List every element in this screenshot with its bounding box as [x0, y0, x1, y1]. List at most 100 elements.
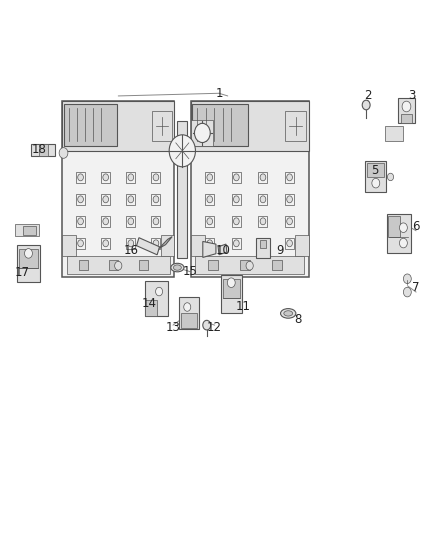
Circle shape	[227, 278, 235, 287]
Bar	[23, 226, 36, 235]
Bar	[272, 260, 282, 270]
Circle shape	[194, 123, 210, 142]
Circle shape	[103, 174, 109, 181]
Circle shape	[388, 173, 394, 181]
Polygon shape	[159, 237, 172, 248]
Circle shape	[233, 218, 239, 225]
Circle shape	[128, 218, 134, 225]
Text: 17: 17	[14, 266, 29, 279]
Polygon shape	[203, 241, 216, 257]
Circle shape	[153, 196, 159, 203]
Bar	[401, 114, 412, 123]
Circle shape	[207, 218, 212, 225]
Circle shape	[128, 174, 134, 181]
Circle shape	[207, 174, 212, 181]
Circle shape	[207, 240, 212, 247]
Bar	[19, 249, 38, 268]
Bar	[15, 224, 39, 236]
Circle shape	[260, 196, 266, 203]
Circle shape	[362, 100, 370, 110]
Circle shape	[128, 240, 134, 247]
Bar	[145, 281, 168, 316]
Circle shape	[372, 179, 380, 188]
Bar	[110, 260, 118, 270]
Circle shape	[403, 287, 411, 297]
Bar	[63, 101, 174, 150]
Circle shape	[402, 101, 411, 112]
Circle shape	[169, 135, 195, 167]
Text: 13: 13	[166, 321, 180, 334]
Text: 10: 10	[216, 244, 231, 257]
Bar	[256, 238, 270, 258]
Bar	[208, 260, 218, 270]
Circle shape	[115, 261, 122, 270]
Text: 2: 2	[364, 90, 372, 102]
Circle shape	[233, 240, 239, 247]
Circle shape	[403, 274, 411, 284]
Bar	[191, 101, 309, 277]
Polygon shape	[218, 244, 227, 255]
Circle shape	[287, 240, 293, 247]
Bar	[367, 163, 384, 177]
Circle shape	[246, 261, 253, 270]
Bar	[240, 260, 250, 270]
Bar	[195, 256, 304, 273]
Circle shape	[287, 218, 293, 225]
Text: 18: 18	[32, 143, 47, 156]
Circle shape	[78, 196, 83, 203]
Text: 6: 6	[412, 220, 420, 233]
Bar	[161, 235, 174, 256]
Bar	[39, 144, 48, 156]
Text: 12: 12	[207, 321, 222, 334]
Bar	[139, 260, 148, 270]
Bar	[295, 235, 309, 256]
Circle shape	[153, 240, 159, 247]
Circle shape	[184, 303, 191, 311]
Circle shape	[78, 218, 83, 225]
Circle shape	[78, 240, 83, 247]
Bar	[221, 275, 242, 313]
Text: 14: 14	[141, 297, 156, 310]
Circle shape	[153, 218, 159, 225]
Circle shape	[103, 218, 109, 225]
Circle shape	[203, 320, 211, 330]
Bar	[285, 111, 307, 141]
Bar	[63, 235, 76, 256]
Bar	[145, 300, 157, 316]
Circle shape	[59, 148, 68, 158]
Bar	[191, 235, 205, 256]
Bar	[64, 104, 117, 146]
Ellipse shape	[284, 311, 293, 316]
Circle shape	[233, 196, 239, 203]
Circle shape	[128, 196, 134, 203]
Text: 5: 5	[371, 164, 378, 177]
Text: 9: 9	[276, 244, 284, 257]
Bar	[192, 104, 248, 146]
Circle shape	[233, 174, 239, 181]
Text: 8: 8	[294, 313, 301, 326]
Circle shape	[153, 174, 159, 181]
Bar	[223, 279, 240, 298]
Bar	[385, 126, 403, 141]
Bar	[152, 111, 172, 141]
Ellipse shape	[280, 309, 296, 318]
Circle shape	[399, 223, 407, 232]
Text: 15: 15	[183, 265, 198, 278]
Bar	[181, 313, 197, 328]
Circle shape	[260, 218, 266, 225]
Ellipse shape	[173, 265, 181, 270]
Circle shape	[260, 240, 266, 247]
Circle shape	[103, 196, 109, 203]
Polygon shape	[137, 238, 159, 255]
Text: 16: 16	[124, 244, 139, 257]
Bar	[67, 256, 170, 273]
Circle shape	[25, 248, 32, 258]
Bar	[365, 161, 386, 192]
Bar	[387, 214, 411, 253]
Circle shape	[260, 174, 266, 181]
Bar	[388, 216, 400, 237]
Bar	[177, 120, 187, 258]
Bar	[191, 119, 213, 146]
Bar	[31, 144, 55, 156]
Circle shape	[103, 240, 109, 247]
